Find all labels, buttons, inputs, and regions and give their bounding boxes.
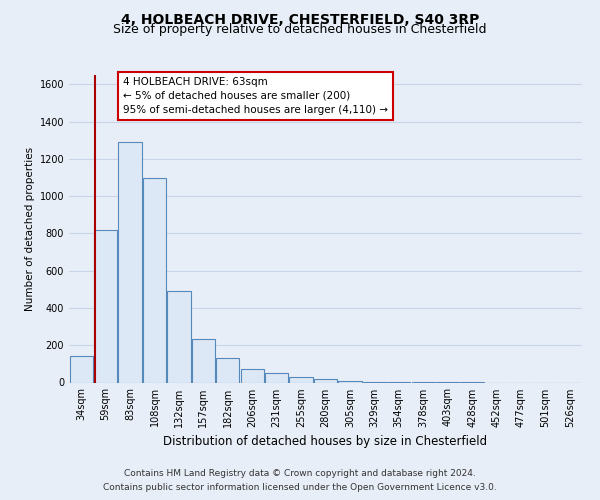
Text: 4 HOLBEACH DRIVE: 63sqm
← 5% of detached houses are smaller (200)
95% of semi-de: 4 HOLBEACH DRIVE: 63sqm ← 5% of detached… — [123, 76, 388, 116]
Bar — [70, 356, 93, 382]
Bar — [94, 230, 117, 382]
Bar — [241, 368, 264, 382]
Text: Contains HM Land Registry data © Crown copyright and database right 2024.: Contains HM Land Registry data © Crown c… — [124, 470, 476, 478]
Bar — [143, 178, 166, 382]
Bar — [265, 373, 288, 382]
Y-axis label: Number of detached properties: Number of detached properties — [25, 146, 35, 311]
Bar — [338, 381, 362, 382]
X-axis label: Distribution of detached houses by size in Chesterfield: Distribution of detached houses by size … — [163, 435, 488, 448]
Text: Contains public sector information licensed under the Open Government Licence v3: Contains public sector information licen… — [103, 484, 497, 492]
Bar — [167, 291, 191, 382]
Bar — [216, 358, 239, 382]
Bar — [289, 378, 313, 382]
Bar — [314, 379, 337, 382]
Text: Size of property relative to detached houses in Chesterfield: Size of property relative to detached ho… — [113, 22, 487, 36]
Bar — [192, 338, 215, 382]
Text: 4, HOLBEACH DRIVE, CHESTERFIELD, S40 3RP: 4, HOLBEACH DRIVE, CHESTERFIELD, S40 3RP — [121, 12, 479, 26]
Bar — [118, 142, 142, 382]
